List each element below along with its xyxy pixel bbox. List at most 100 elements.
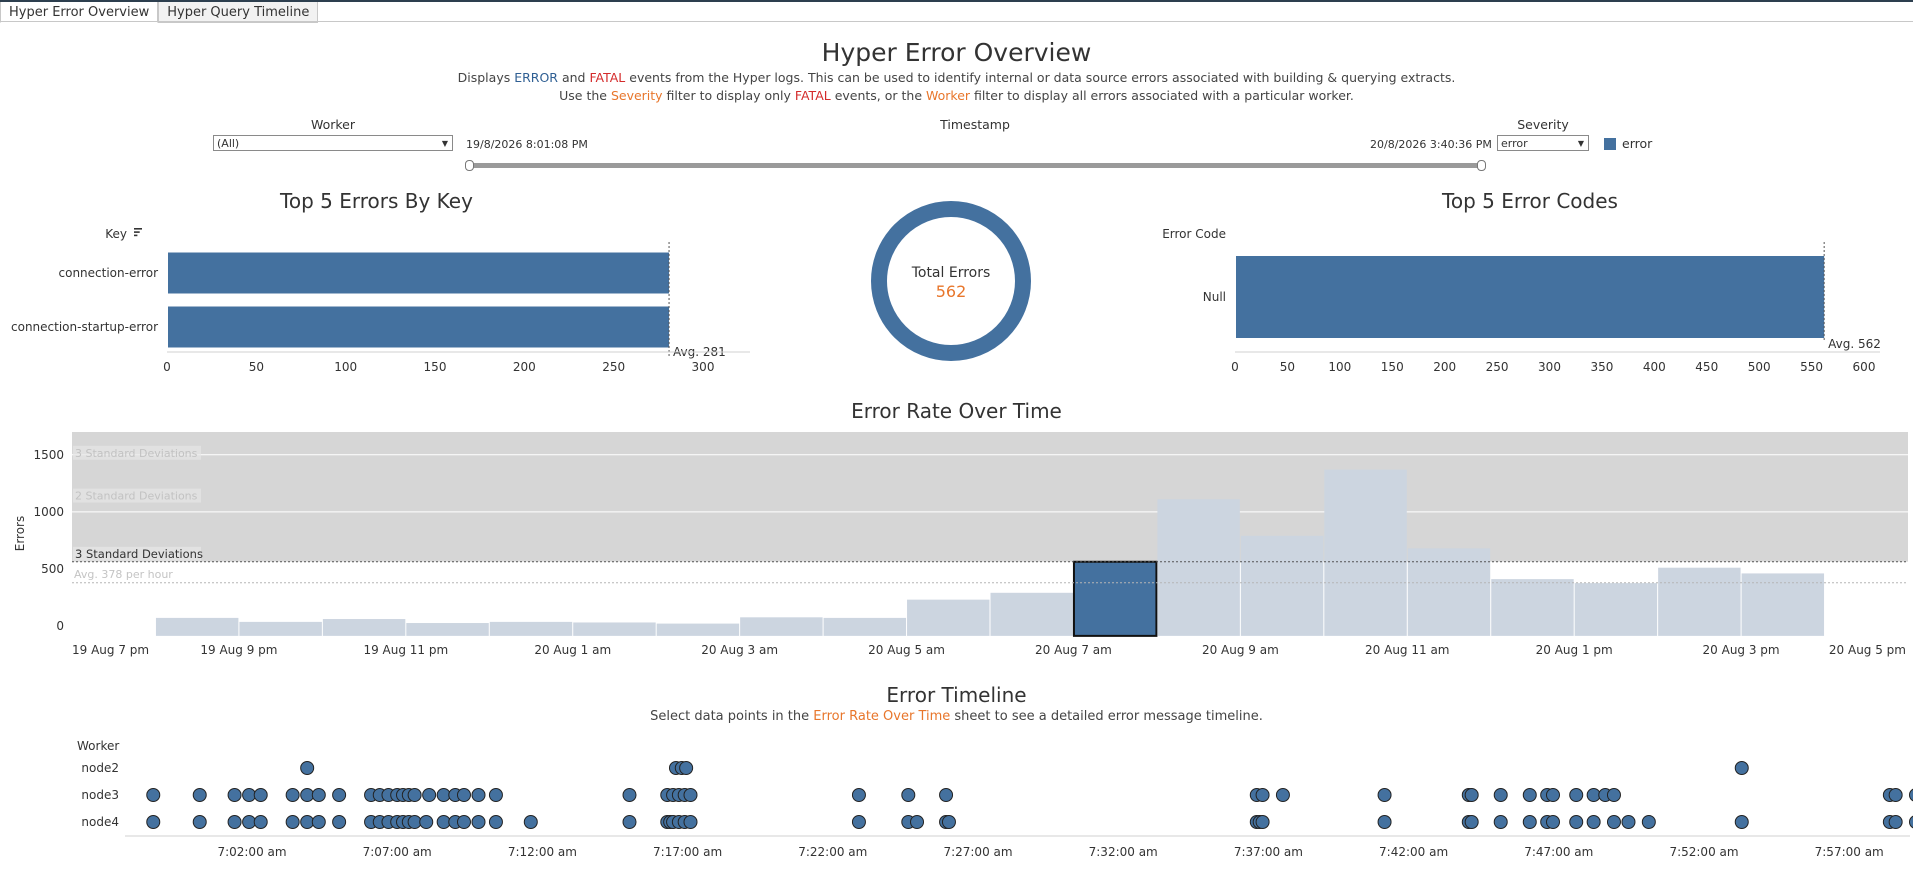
timestamp-slider-track[interactable]: [469, 163, 1484, 168]
timeline-point[interactable]: [1734, 815, 1749, 829]
worker-filter-select[interactable]: (All) ▼: [213, 135, 453, 151]
timeline-point[interactable]: [1255, 815, 1270, 829]
timeline-point[interactable]: [523, 815, 538, 829]
timeline-point[interactable]: [146, 788, 161, 802]
timeline-point[interactable]: [227, 788, 242, 802]
timeline-point[interactable]: [1734, 761, 1749, 775]
timeline-point[interactable]: [1545, 788, 1560, 802]
timeline-point[interactable]: [1522, 788, 1537, 802]
timeline-point[interactable]: [910, 815, 925, 829]
timeline-point[interactable]: [192, 788, 207, 802]
timeline-point[interactable]: [1908, 788, 1913, 802]
rate-bar-selected[interactable]: [1072, 560, 1158, 637]
rate-bar[interactable]: [1240, 535, 1324, 636]
timeline-point[interactable]: [1464, 788, 1479, 802]
rate-bar[interactable]: [1574, 583, 1658, 636]
timeline-point[interactable]: [941, 815, 956, 829]
timeline-point[interactable]: [851, 788, 866, 802]
tab-hyper-query-timeline[interactable]: Hyper Query Timeline: [158, 2, 319, 23]
timeline-point[interactable]: [242, 815, 257, 829]
rate-bar[interactable]: [573, 622, 656, 636]
key-bar[interactable]: [168, 252, 670, 294]
timeline-point[interactable]: [1522, 815, 1537, 829]
timeline-point[interactable]: [488, 815, 503, 829]
timeline-point[interactable]: [471, 815, 486, 829]
rate-bar[interactable]: [740, 617, 823, 636]
timeline-point[interactable]: [407, 788, 422, 802]
timeline-point[interactable]: [407, 815, 422, 829]
rate-bar[interactable]: [656, 623, 740, 636]
timeline-point[interactable]: [1586, 788, 1601, 802]
timeline-point[interactable]: [939, 788, 954, 802]
rate-bar[interactable]: [1658, 567, 1741, 636]
timeline-point[interactable]: [1569, 788, 1584, 802]
timeline-point[interactable]: [422, 788, 437, 802]
timeline-point[interactable]: [622, 815, 637, 829]
timeline-point[interactable]: [1377, 788, 1392, 802]
timeline-point[interactable]: [1493, 815, 1508, 829]
rate-bar[interactable]: [1491, 579, 1574, 636]
timeline-point[interactable]: [1377, 815, 1392, 829]
timeline-point[interactable]: [851, 815, 866, 829]
rate-bar[interactable]: [1157, 499, 1240, 636]
timeline-point[interactable]: [1586, 815, 1601, 829]
rate-bar[interactable]: [406, 623, 489, 636]
timeline-point[interactable]: [311, 788, 326, 802]
rate-bar[interactable]: [907, 599, 990, 636]
timeline-point[interactable]: [683, 788, 698, 802]
timeline-point[interactable]: [488, 788, 503, 802]
rate-bar[interactable]: [823, 617, 907, 636]
rate-bar[interactable]: [489, 621, 573, 636]
rate-bar[interactable]: [1324, 469, 1407, 636]
timeline-point[interactable]: [1888, 788, 1903, 802]
timestamp-slider-start-handle[interactable]: [465, 160, 474, 171]
timeline-point[interactable]: [1606, 788, 1621, 802]
timeline-point[interactable]: [300, 788, 315, 802]
timeline-point[interactable]: [253, 815, 268, 829]
severity-filter-select[interactable]: error ▼: [1497, 135, 1589, 151]
timeline-point[interactable]: [285, 788, 300, 802]
timeline-point[interactable]: [419, 815, 434, 829]
timeline-point[interactable]: [1493, 788, 1508, 802]
timeline-point[interactable]: [332, 788, 347, 802]
rate-bar[interactable]: [990, 592, 1073, 636]
timeline-point[interactable]: [253, 788, 268, 802]
rate-bar[interactable]: [322, 619, 406, 636]
rate-bar[interactable]: [1741, 573, 1825, 636]
rate-bar[interactable]: [155, 617, 239, 636]
timeline-point[interactable]: [1606, 815, 1621, 829]
timeline-point[interactable]: [1888, 815, 1903, 829]
timeline-point[interactable]: [285, 815, 300, 829]
code-bar[interactable]: [1236, 256, 1825, 338]
timeline-point[interactable]: [1641, 815, 1656, 829]
tab-hyper-error-overview[interactable]: Hyper Error Overview: [0, 2, 159, 23]
error-rate-link[interactable]: Error Rate Over Time: [813, 709, 951, 724]
timeline-point[interactable]: [227, 815, 242, 829]
timeline-point[interactable]: [1255, 788, 1270, 802]
timeline-point[interactable]: [300, 761, 315, 775]
timeline-point[interactable]: [622, 788, 637, 802]
timeline-point[interactable]: [1275, 788, 1290, 802]
timeline-point[interactable]: [1621, 815, 1636, 829]
rate-bar[interactable]: [1407, 548, 1491, 636]
rate-bar[interactable]: [239, 621, 322, 636]
timestamp-slider-end-handle[interactable]: [1477, 160, 1486, 171]
timeline-point[interactable]: [1545, 815, 1560, 829]
timeline-point[interactable]: [436, 815, 451, 829]
sort-icon[interactable]: [134, 228, 142, 237]
timeline-point[interactable]: [1908, 815, 1913, 829]
timeline-point[interactable]: [436, 788, 451, 802]
timeline-point[interactable]: [311, 815, 326, 829]
timeline-point[interactable]: [146, 815, 161, 829]
key-bar[interactable]: [168, 306, 670, 348]
timeline-point[interactable]: [471, 788, 486, 802]
timeline-point[interactable]: [679, 761, 694, 775]
timeline-point[interactable]: [901, 788, 916, 802]
timeline-point[interactable]: [242, 788, 257, 802]
timeline-point[interactable]: [456, 815, 471, 829]
timeline-point[interactable]: [1569, 815, 1584, 829]
timeline-point[interactable]: [683, 815, 698, 829]
timeline-point[interactable]: [192, 815, 207, 829]
timeline-point[interactable]: [1464, 815, 1479, 829]
timeline-point[interactable]: [300, 815, 315, 829]
